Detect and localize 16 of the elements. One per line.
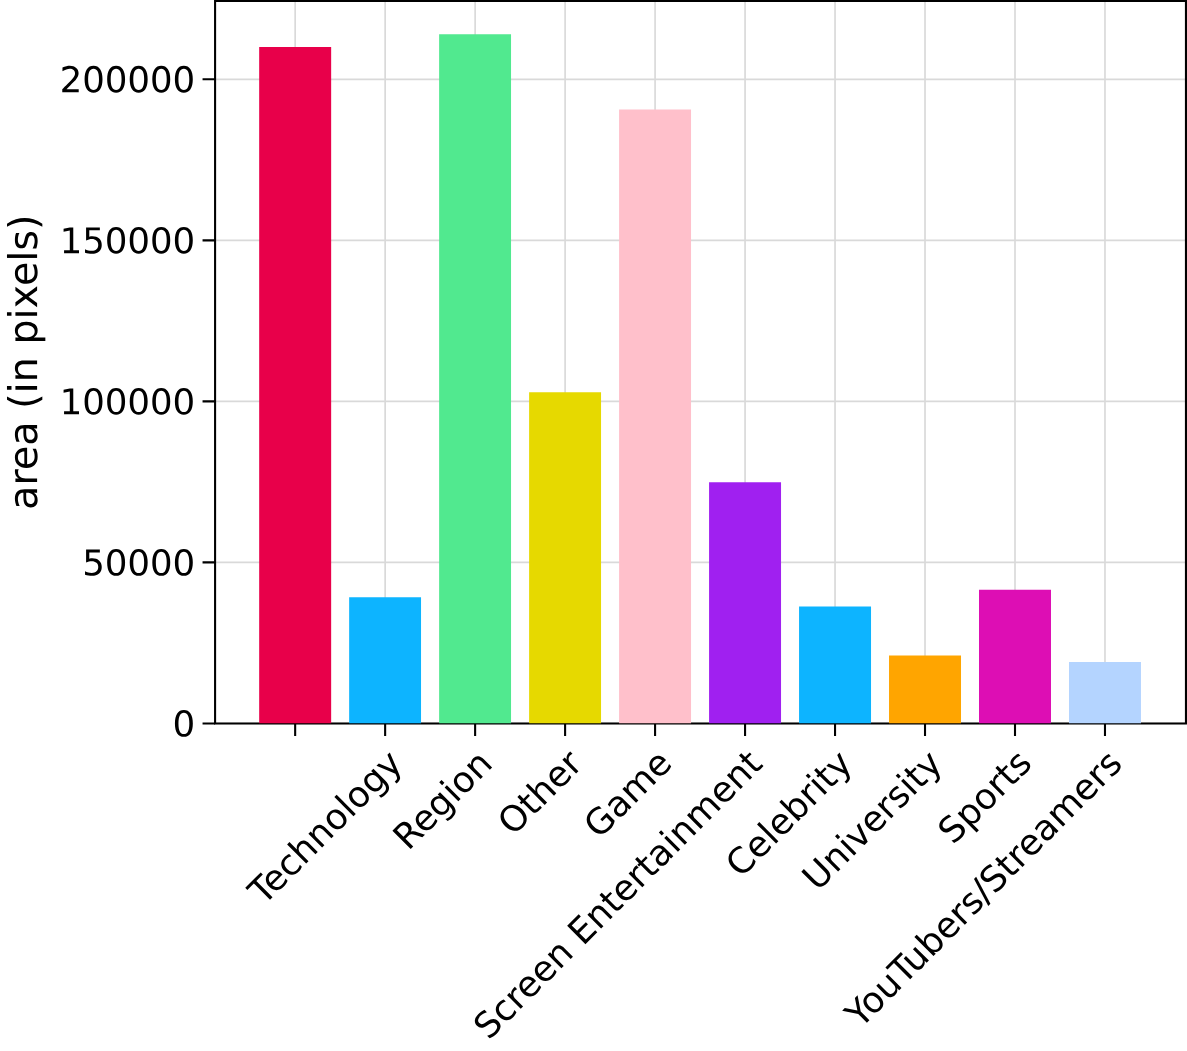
bar bbox=[619, 109, 692, 724]
y-tick-label: 0 bbox=[174, 710, 193, 737]
bar bbox=[709, 482, 782, 724]
bar bbox=[439, 34, 512, 724]
y-axis-title: area (in pixels) bbox=[6, 217, 46, 508]
y-tick-label: 100000 bbox=[63, 387, 193, 415]
bar bbox=[259, 47, 332, 724]
bar bbox=[1068, 661, 1141, 724]
bar bbox=[979, 589, 1051, 724]
bar bbox=[799, 606, 872, 724]
bar bbox=[529, 392, 602, 724]
y-tick-label: 200000 bbox=[62, 65, 193, 93]
y-tick-label: 50000 bbox=[85, 548, 193, 576]
bar bbox=[349, 597, 422, 724]
bar bbox=[889, 655, 962, 724]
y-tick-label: 150000 bbox=[63, 226, 193, 254]
